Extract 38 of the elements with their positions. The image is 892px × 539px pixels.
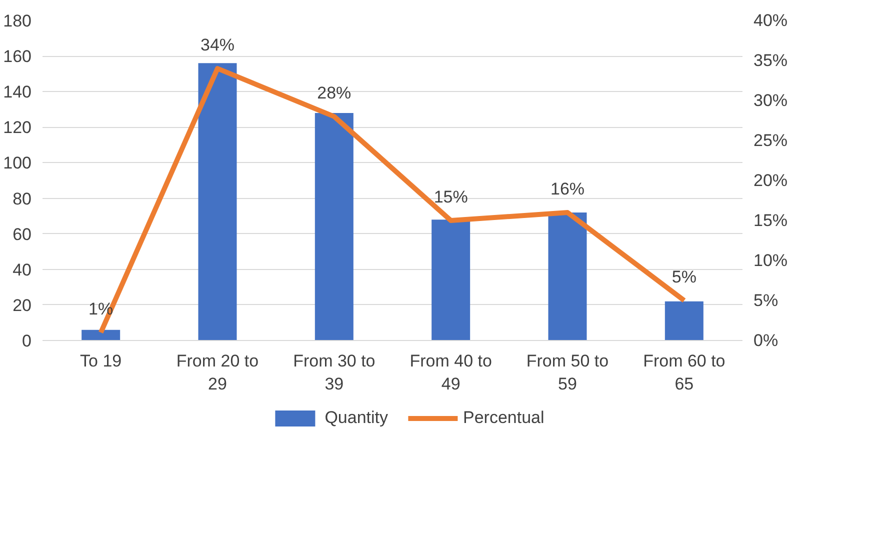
y2-tick-label: 25% [754, 131, 788, 150]
bar [548, 212, 587, 340]
data-label: 34% [200, 36, 235, 54]
y-tick-label: 180 [3, 12, 32, 30]
x-tick-label: From 40 to 49 [410, 352, 492, 394]
data-label: 5% [672, 268, 696, 286]
y2-tick-label: 10% [754, 251, 788, 270]
legend-label: Percentual [463, 408, 544, 428]
y2-tick-label: 20% [754, 171, 788, 190]
y-tick-label: 160 [3, 47, 32, 66]
y2-tick-label: 0% [754, 331, 778, 350]
y-tick-label: 40 [12, 260, 32, 280]
y-tick-label: 60 [12, 224, 32, 244]
y-tick-label: 0 [22, 332, 32, 350]
bar [432, 220, 470, 340]
bar [82, 330, 120, 340]
bar [664, 301, 704, 340]
data-label: 16% [550, 180, 585, 198]
bar [314, 112, 354, 340]
x-tick-label: From 20 to 29 [176, 352, 259, 394]
data-label: 28% [317, 84, 352, 102]
y-tick-label: 140 [3, 82, 32, 102]
y2-tick-label: 35% [754, 51, 788, 70]
y2-tick-label: 15% [754, 211, 788, 230]
y-tick-label: 120 [3, 118, 32, 138]
y2-tick-label: 5% [754, 291, 778, 310]
bar [198, 63, 237, 340]
y-tick-label: 20 [12, 296, 32, 315]
x-tick-label: From 30 to 39 [293, 352, 376, 394]
data-label: 15% [434, 188, 468, 206]
y-tick-label: 80 [12, 189, 32, 208]
x-tick-label: From 50 to 59 [526, 352, 609, 394]
x-tick-label: To 19 [80, 352, 122, 370]
y2-tick-label: 30% [754, 91, 788, 110]
x-tick-label: From 60 to 65 [643, 352, 726, 394]
legend-label: Quantity [324, 408, 388, 428]
y-tick-label: 100 [3, 154, 32, 173]
y2-tick-label: 40% [754, 11, 788, 30]
